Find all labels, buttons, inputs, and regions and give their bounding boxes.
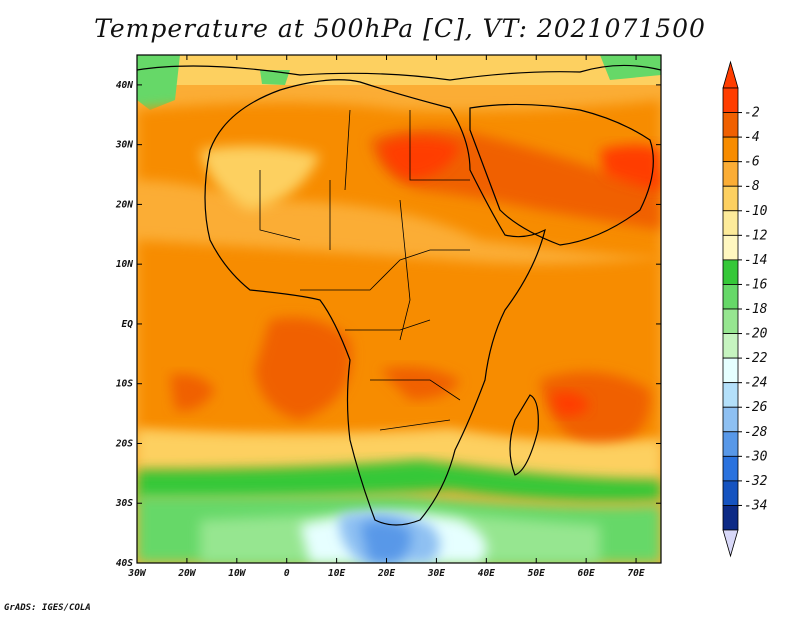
colorbar-swatch <box>722 357 739 384</box>
x-tick-label: 40E <box>478 568 495 579</box>
colorbar-label: -22 <box>744 351 768 366</box>
colorbar-swatch <box>722 333 739 359</box>
y-tick-label: EQ <box>122 319 134 330</box>
colorbar-swatch <box>722 455 739 482</box>
colorbar-swatch <box>722 259 739 285</box>
colorbar-low-arrow <box>722 529 739 558</box>
x-tick-label: 30E <box>427 568 445 579</box>
colorbar-swatch <box>722 136 739 163</box>
map-axes: 30W 20W 10W 0 10E 20E 30E 40E 50E 60E 70E 40N 30N 20N… <box>115 55 661 579</box>
colorbar-label: -6 <box>744 155 760 170</box>
y-tick-label: 40S <box>116 558 133 569</box>
y-tick-label: 10N <box>116 259 133 270</box>
colorbar-label: -4 <box>744 130 760 145</box>
colorbar-label: -30 <box>744 449 768 464</box>
colorbar-swatch <box>722 234 739 261</box>
borders <box>259 109 470 431</box>
colorbar-swatch <box>722 185 739 212</box>
colorbar-label: -32 <box>744 474 768 489</box>
colorbar-swatch <box>722 480 739 506</box>
colorbar-swatch <box>722 382 739 408</box>
colorbar-swatch <box>722 87 739 113</box>
x-tick-label: 60E <box>578 568 595 579</box>
y-tick-label: 40N <box>116 80 133 91</box>
colorbar-label: -12 <box>744 228 768 243</box>
x-tick-label: 30W <box>127 568 146 579</box>
x-tick-label: 70E <box>627 568 644 579</box>
y-tick-label: 20S <box>115 438 133 449</box>
x-tick-label: 50E <box>528 568 545 579</box>
colorbar-label: -20 <box>744 327 768 342</box>
colorbar-label: -28 <box>744 425 768 440</box>
y-tick-label: 30S <box>115 498 133 509</box>
madagascar-coastline <box>509 394 539 476</box>
colorbar-label: -2 <box>744 106 760 121</box>
footer-credit: GrADS: IGES/COLA <box>4 603 91 613</box>
colorbar-swatch <box>722 210 739 236</box>
colorbar-swatch <box>722 112 739 138</box>
colorbar-label: -24 <box>744 376 767 391</box>
colorbar-label: -34 <box>744 498 767 513</box>
colorbar: -2 -4 -6 -8 -10 -12 -14 -16 -18 -20 -22 -24 -26 -28 -3… <box>722 60 768 558</box>
y-tick-label: 30N <box>115 140 133 151</box>
x-tick-label: 20E <box>377 568 395 579</box>
colorbar-label: -26 <box>744 400 768 415</box>
chart-title: Temperature at 500hPa [C], VT: 202107150… <box>94 14 706 43</box>
africa-coastline <box>204 79 546 526</box>
colorbar-high-arrow <box>722 60 739 89</box>
colorbar-label: -14 <box>744 253 767 268</box>
x-tick-label: 20W <box>177 568 196 579</box>
y-tick-label: 10S <box>116 379 133 390</box>
x-tick-label: 10W <box>228 568 246 579</box>
colorbar-label: -18 <box>744 302 768 317</box>
colorbar-swatch <box>722 431 739 457</box>
x-tick-label: 0 <box>284 568 290 579</box>
colorbar-swatch <box>722 284 739 310</box>
colorbar-swatch <box>722 308 739 334</box>
y-tick-label: 20N <box>115 199 133 210</box>
colorbar-label: -10 <box>744 204 768 219</box>
europe-coastline <box>137 64 661 81</box>
colorbar-swatch <box>722 161 739 187</box>
colorbar-label: -16 <box>744 277 768 292</box>
x-tick-label: 10E <box>328 568 345 579</box>
map-frame <box>136 54 662 564</box>
colorbar-swatch <box>722 406 739 433</box>
temperature-field <box>137 55 661 563</box>
arabia-coastline <box>469 103 654 246</box>
colorbar-swatch <box>722 505 739 531</box>
coastlines <box>137 64 661 526</box>
colorbar-label: -8 <box>744 179 760 194</box>
